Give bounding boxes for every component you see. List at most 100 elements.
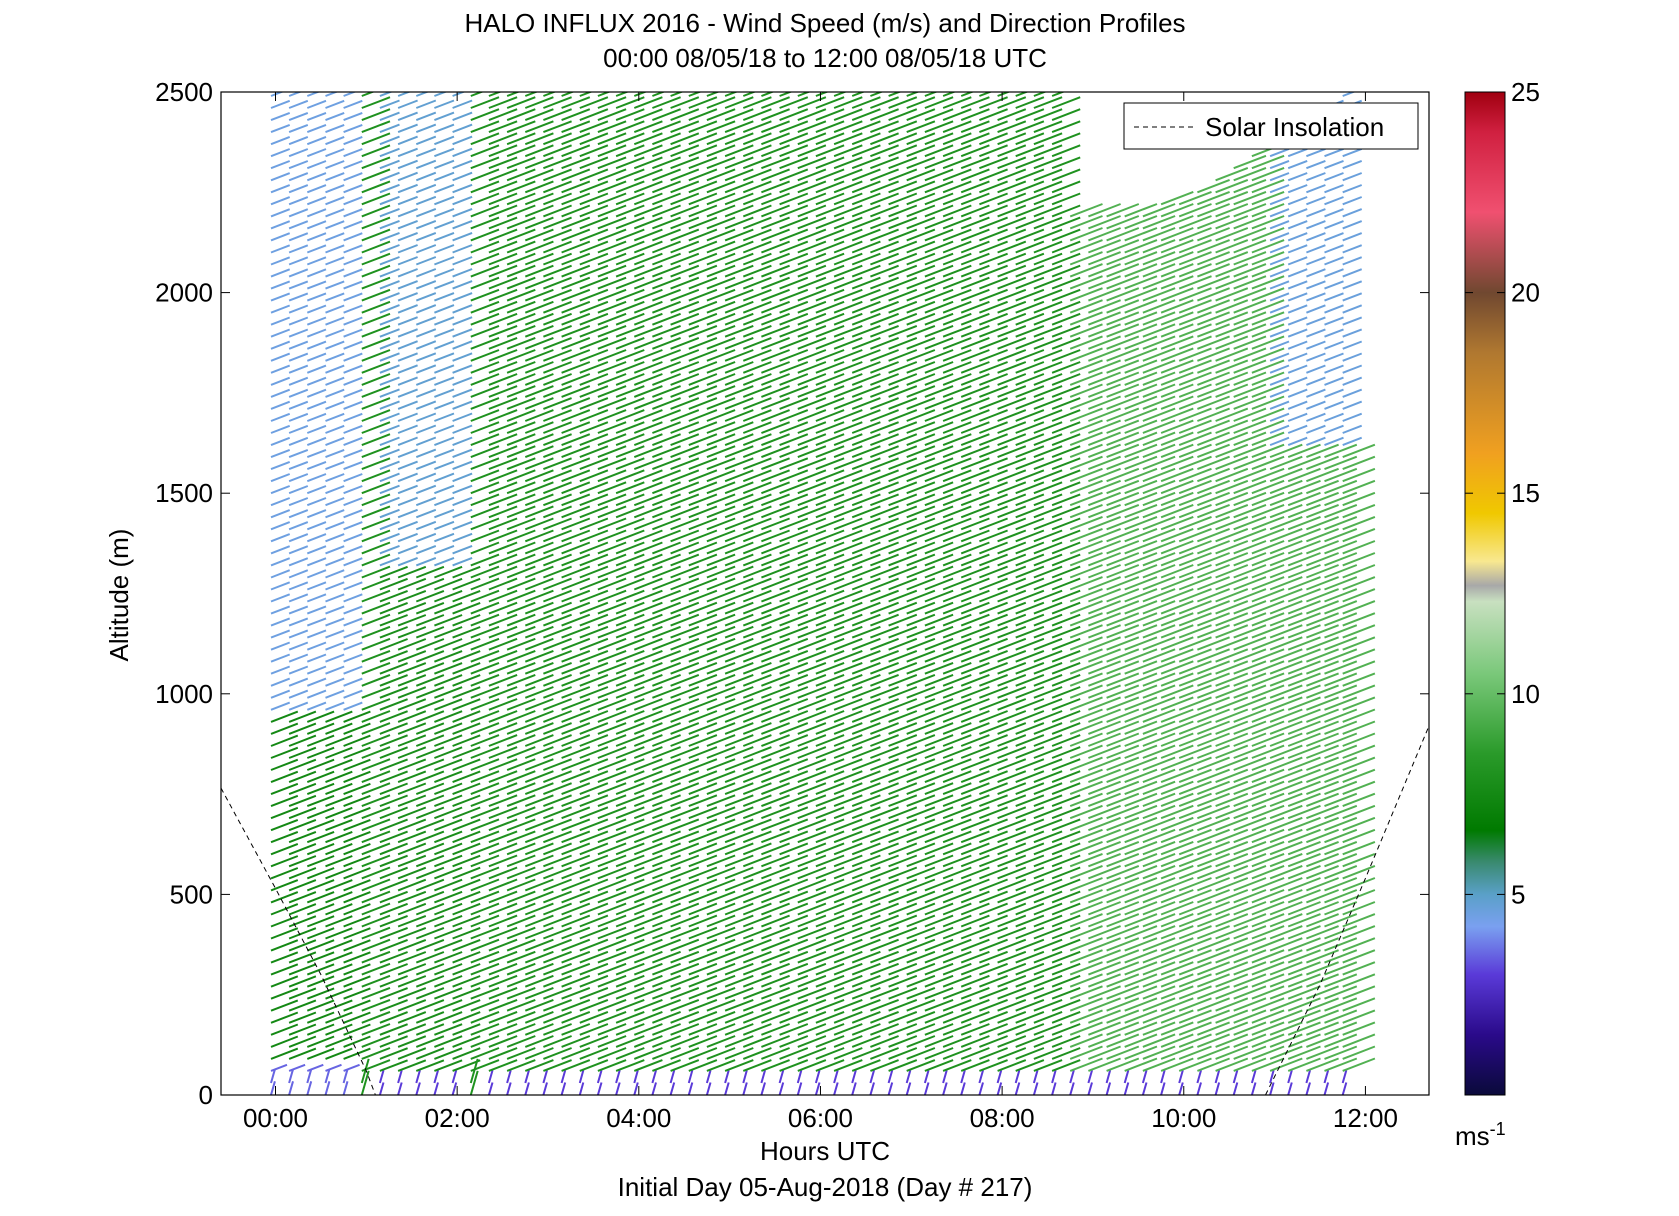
wind-vector-4321 bbox=[1215, 732, 1249, 747]
wind-vector-3429 bbox=[997, 252, 1027, 266]
wind-vector-3636 bbox=[1051, 794, 1081, 808]
wind-vector-1901 bbox=[670, 445, 700, 459]
wind-vector-523 bbox=[379, 854, 408, 868]
wind-vector-732 bbox=[415, 364, 437, 374]
wind-vector-1591 bbox=[597, 132, 627, 146]
wind-vector-3820 bbox=[1088, 479, 1121, 495]
wind-vector-3866 bbox=[1106, 816, 1140, 832]
wind-vector-4422 bbox=[1233, 443, 1267, 459]
wind-vector-3286 bbox=[979, 962, 1008, 976]
wind-vector-3192 bbox=[960, 1082, 966, 1095]
wind-vector-357 bbox=[343, 830, 371, 844]
wind-vector-599 bbox=[397, 951, 427, 964]
wind-vector-942 bbox=[470, 866, 500, 880]
wind-vector-4047 bbox=[1142, 419, 1176, 434]
wind-vector-425 bbox=[361, 1023, 391, 1036]
wind-vector-2885 bbox=[888, 734, 918, 747]
wind-vector-2918 bbox=[888, 336, 918, 350]
wind-vector-3331 bbox=[979, 421, 1008, 434]
wind-vector-4738 bbox=[1306, 491, 1339, 507]
wind-vector-2768 bbox=[851, 120, 881, 134]
wind-vector-2591 bbox=[815, 228, 845, 242]
wind-vector-3788 bbox=[1088, 864, 1121, 880]
wind-vector-2841 bbox=[870, 252, 899, 266]
wind-vector-168 bbox=[306, 1081, 313, 1095]
wind-vector-1473 bbox=[579, 541, 609, 555]
wind-vector-1515 bbox=[597, 1047, 627, 1060]
wind-vector-2316 bbox=[761, 505, 790, 519]
wind-vector-4808 bbox=[1324, 636, 1358, 651]
wind-vector-3168 bbox=[942, 361, 972, 374]
wind-vector-1497 bbox=[579, 252, 609, 266]
wind-vector-285 bbox=[325, 689, 345, 699]
wind-vector-4270 bbox=[1197, 431, 1230, 447]
wind-vector-3584 bbox=[1033, 409, 1063, 422]
wind-vector-3394 bbox=[997, 673, 1027, 687]
wind-vector-3846 bbox=[1106, 1057, 1140, 1072]
wind-vector-2901 bbox=[888, 541, 918, 555]
wind-vector-1645 bbox=[615, 493, 645, 507]
wind-vector-1114 bbox=[506, 818, 536, 832]
wind-vector-3322 bbox=[979, 529, 1008, 543]
wind-vector-608 bbox=[397, 842, 427, 856]
wind-vector-2291 bbox=[761, 806, 790, 820]
wind-vector-166 bbox=[288, 99, 309, 109]
wind-vector-3045 bbox=[924, 830, 954, 844]
wind-vector-1085 bbox=[488, 156, 518, 170]
wind-vector-4123 bbox=[1160, 395, 1194, 410]
wind-vector-4413 bbox=[1233, 552, 1267, 567]
wind-vector-2564 bbox=[815, 553, 845, 567]
wind-vector-1404 bbox=[561, 361, 591, 374]
wind-vector-2101 bbox=[724, 1070, 730, 1084]
wind-vector-2357 bbox=[779, 1023, 809, 1036]
wind-vector-2287 bbox=[761, 854, 790, 868]
wind-vector-3020 bbox=[906, 120, 936, 134]
wind-vector-4659 bbox=[1287, 467, 1321, 483]
wind-vector-4483 bbox=[1251, 648, 1285, 663]
wind-vector-185 bbox=[306, 879, 335, 892]
wind-vector-3022 bbox=[906, 96, 936, 109]
wind-vector-2582 bbox=[815, 336, 845, 350]
wind-vector-2981 bbox=[906, 589, 936, 603]
wind-vector-2324 bbox=[761, 409, 790, 422]
wind-vector-1731 bbox=[633, 469, 663, 483]
wind-vector-3129 bbox=[942, 830, 972, 844]
wind-vector-2539 bbox=[815, 854, 845, 868]
wind-vector-208 bbox=[306, 605, 327, 615]
wind-vector-646 bbox=[397, 388, 418, 398]
wind-vector-2303 bbox=[761, 661, 790, 675]
wind-vector-4501 bbox=[1251, 431, 1285, 447]
wind-vector-2093 bbox=[706, 156, 736, 170]
wind-vector-4067 bbox=[1160, 1070, 1166, 1084]
wind-vector-1701 bbox=[633, 830, 663, 844]
wind-vector-3005 bbox=[906, 300, 936, 314]
wind-vector-177 bbox=[306, 975, 335, 988]
wind-vector-2133 bbox=[724, 686, 754, 699]
wind-vector-4326 bbox=[1215, 672, 1249, 687]
wind-vector-2149 bbox=[724, 493, 754, 507]
wind-vector-2986 bbox=[906, 529, 936, 543]
wind-vector-1185 bbox=[524, 974, 554, 988]
wind-vector-267 bbox=[325, 903, 353, 916]
wind-vector-773 bbox=[434, 878, 463, 892]
wind-vector-3389 bbox=[997, 734, 1027, 747]
wind-vector-2298 bbox=[761, 722, 790, 735]
wind-vector-4420 bbox=[1233, 467, 1267, 483]
wind-vector-602 bbox=[397, 914, 427, 928]
wind-vector-878 bbox=[452, 626, 481, 639]
wind-vector-112 bbox=[288, 746, 317, 759]
wind-vector-3215 bbox=[960, 806, 990, 820]
wind-vector-3520 bbox=[1015, 168, 1045, 182]
wind-vector-4849 bbox=[1324, 147, 1344, 158]
wind-vector-4739 bbox=[1306, 479, 1339, 495]
wind-vector-3995 bbox=[1142, 1045, 1176, 1060]
wind-vector-4006 bbox=[1142, 913, 1176, 928]
wind-vector-4451 bbox=[1251, 1033, 1285, 1048]
wind-vector-2723 bbox=[851, 661, 881, 675]
wind-vector-2563 bbox=[815, 565, 845, 579]
wind-vector-1697 bbox=[633, 878, 663, 892]
wind-vector-450 bbox=[361, 722, 391, 735]
wind-vector-402 bbox=[343, 292, 363, 302]
wind-vector-3133 bbox=[942, 782, 972, 796]
wind-vector-3692 bbox=[1051, 120, 1081, 134]
